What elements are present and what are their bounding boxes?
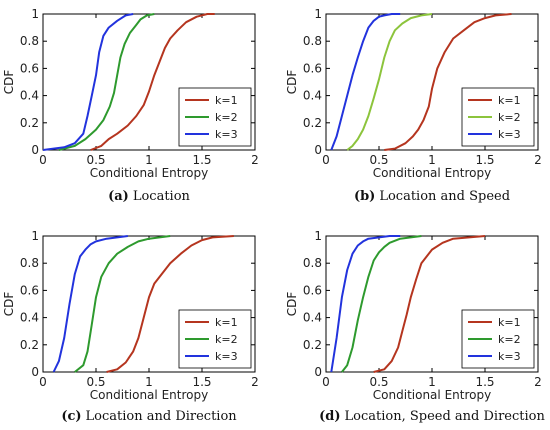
caption-text: Location and Direction xyxy=(86,409,238,424)
legend-label: k=1 xyxy=(498,94,521,107)
y-tick-label: 0.6 xyxy=(20,283,39,297)
panel-caption: (a) Location xyxy=(108,189,190,204)
caption-letter: (b) xyxy=(354,189,375,204)
panel-caption: (d) Location, Speed and Direction xyxy=(319,409,545,424)
caption-letter: (c) xyxy=(61,409,81,424)
y-tick-label: 0.8 xyxy=(20,256,39,270)
caption-letter: (a) xyxy=(108,189,129,204)
series-line-k=2 xyxy=(74,235,171,373)
legend-label: k=1 xyxy=(215,316,238,329)
y-axis-label: CDF xyxy=(285,292,299,317)
x-tick-label: 0 xyxy=(322,375,330,389)
x-axis-label: Conditional Entropy xyxy=(373,388,491,402)
y-tick-label: 1 xyxy=(31,7,39,21)
x-tick-label: 0 xyxy=(39,375,47,389)
series-line-k=3 xyxy=(52,235,128,373)
legend-label: k=3 xyxy=(498,128,521,141)
y-tick-label: 1 xyxy=(314,7,322,21)
x-tick-label: 1.5 xyxy=(475,153,494,167)
series-line-k=3 xyxy=(42,13,134,151)
x-tick-label: 2 xyxy=(251,153,259,167)
y-tick-label: 0.2 xyxy=(20,338,39,352)
y-tick-label: 0.8 xyxy=(20,34,39,48)
x-tick-label: 0 xyxy=(322,153,330,167)
series-line-k=2 xyxy=(58,13,155,151)
series-line-k=3 xyxy=(330,235,401,373)
x-tick-label: 0 xyxy=(39,153,47,167)
series-line-k=1 xyxy=(106,235,234,373)
y-tick-label: 0 xyxy=(31,365,39,379)
x-tick-label: 0.5 xyxy=(369,153,388,167)
caption-text: Location xyxy=(133,189,191,204)
caption-text: Location, Speed and Direction xyxy=(345,409,546,424)
x-tick-label: 2 xyxy=(534,375,542,389)
x-axis-label: Conditional Entropy xyxy=(90,166,208,180)
y-tick-label: 0.2 xyxy=(303,116,322,130)
y-tick-label: 1 xyxy=(31,229,39,243)
y-tick-label: 0.4 xyxy=(303,89,322,103)
series-line-k=1 xyxy=(384,13,512,151)
y-tick-label: 0 xyxy=(314,365,322,379)
legend-label: k=2 xyxy=(215,333,238,346)
x-tick-label: 1.5 xyxy=(475,375,494,389)
series-line-k=2 xyxy=(341,235,422,373)
panel-caption: (c) Location and Direction xyxy=(61,409,237,424)
legend-label: k=1 xyxy=(498,316,521,329)
y-axis-label: CDF xyxy=(2,292,16,317)
legend-label: k=1 xyxy=(215,94,238,107)
series-line-k=1 xyxy=(373,235,486,373)
legend-label: k=3 xyxy=(215,128,238,141)
x-tick-label: 0.5 xyxy=(369,375,388,389)
y-tick-label: 0.2 xyxy=(303,338,322,352)
x-tick-label: 1 xyxy=(428,153,436,167)
y-axis-label: CDF xyxy=(285,70,299,95)
y-tick-label: 0.6 xyxy=(303,61,322,75)
y-tick-label: 0.4 xyxy=(303,311,322,325)
x-axis-label: Conditional Entropy xyxy=(90,388,208,402)
x-tick-label: 1 xyxy=(145,375,153,389)
caption-letter: (d) xyxy=(319,409,340,424)
y-tick-label: 0.4 xyxy=(20,311,39,325)
legend-label: k=3 xyxy=(215,350,238,363)
legend-label: k=2 xyxy=(498,111,521,124)
x-tick-label: 1 xyxy=(428,375,436,389)
legend-label: k=2 xyxy=(498,333,521,346)
y-tick-label: 0 xyxy=(314,143,322,157)
x-tick-label: 0.5 xyxy=(86,375,105,389)
y-tick-label: 0.8 xyxy=(303,256,322,270)
x-tick-label: 1.5 xyxy=(192,153,211,167)
x-tick-label: 1 xyxy=(145,153,153,167)
x-axis-label: Conditional Entropy xyxy=(373,166,491,180)
y-tick-label: 0.8 xyxy=(303,34,322,48)
x-tick-label: 1.5 xyxy=(192,375,211,389)
y-tick-label: 1 xyxy=(314,229,322,243)
y-tick-label: 0 xyxy=(31,143,39,157)
y-tick-label: 0.4 xyxy=(20,89,39,103)
x-tick-label: 2 xyxy=(534,153,542,167)
legend-label: k=3 xyxy=(498,350,521,363)
y-tick-label: 0.6 xyxy=(303,283,322,297)
x-tick-label: 2 xyxy=(251,375,259,389)
legend-label: k=2 xyxy=(215,111,238,124)
series-line-k=2 xyxy=(346,13,433,151)
y-tick-label: 0.6 xyxy=(20,61,39,75)
y-tick-label: 0.2 xyxy=(20,116,39,130)
series-line-k=3 xyxy=(330,13,401,151)
panel-caption: (b) Location and Speed xyxy=(354,189,510,204)
x-tick-label: 0.5 xyxy=(86,153,105,167)
y-axis-label: CDF xyxy=(2,70,16,95)
caption-text: Location and Speed xyxy=(379,189,510,204)
series-line-k=1 xyxy=(90,13,215,151)
